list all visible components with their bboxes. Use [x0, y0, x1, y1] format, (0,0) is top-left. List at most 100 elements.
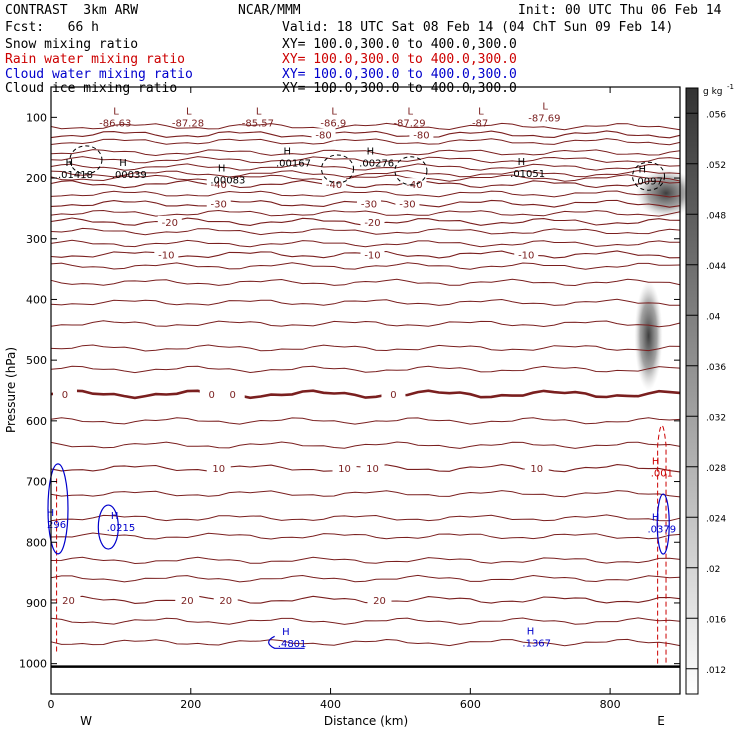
- temperature-contour-label: -10: [158, 251, 174, 262]
- contour-label-bg: [360, 248, 385, 261]
- temperature-isoline: [50, 441, 681, 449]
- maximum-marker: H: [652, 456, 660, 467]
- maximum-marker: H: [367, 146, 375, 157]
- west-label: W: [80, 714, 92, 728]
- field-xy-snow: XY= 100.0,300.0 to 400.0,300.0: [282, 37, 517, 52]
- temperature-contour-label: 20: [219, 596, 232, 607]
- temperature-contour-label: -10: [518, 251, 534, 262]
- minimum-value: -85.57: [242, 119, 274, 130]
- minimum-value: -86.63: [99, 119, 131, 130]
- cloud-ice-contour: [321, 154, 355, 184]
- temperature-contour-label: -30: [211, 200, 227, 211]
- contour-label-bg: [206, 178, 231, 191]
- contour-label-bg: [206, 462, 231, 475]
- temperature-contour: [50, 130, 681, 139]
- field-xy-cloud-water: XY= 100.0,300.0 to 400.0,300.0: [282, 67, 517, 82]
- maximum-marker: H: [119, 158, 127, 169]
- y-tick-label: 100: [26, 111, 47, 124]
- temperature-contour: [50, 595, 681, 604]
- maximum-value: .001: [651, 468, 673, 479]
- cloud-water-contour: [97, 504, 119, 550]
- maximum-marker: H: [218, 163, 226, 174]
- x-tick-label: 0: [48, 698, 55, 711]
- y-tick-label: 1000: [19, 658, 47, 671]
- contour-label-bg: [381, 388, 406, 401]
- temperature-isoline: [50, 320, 681, 328]
- temperature-contour-label: -80: [413, 130, 429, 141]
- y-tick-label: 300: [26, 233, 47, 246]
- contour-label-bg: [524, 462, 549, 475]
- temperature-isoline: [50, 174, 681, 182]
- center-label: NCAR/MMM: [238, 3, 301, 18]
- valid-time: Valid: 18 UTC Sat 08 Feb 14 (04 ChT Sun …: [282, 20, 674, 35]
- temperature-isoline: [50, 278, 681, 287]
- maximum-value: .0215: [107, 523, 136, 534]
- x-tick-label: 800: [600, 698, 621, 711]
- temperature-isoline: [50, 532, 681, 540]
- maximum-value: .0379: [648, 524, 677, 535]
- temperature-contour-label: 20: [62, 596, 75, 607]
- minimum-marker: L: [113, 107, 119, 118]
- temperature-isoline: [50, 262, 681, 270]
- maximum-value: .01418: [58, 170, 93, 181]
- maximum-value: 296: [47, 520, 66, 531]
- temperature-isoline: [50, 574, 681, 583]
- colorbar-tick-label: .048: [706, 211, 726, 221]
- colorbar-tick-label: .028: [706, 464, 726, 474]
- contour-label-bg: [56, 593, 81, 606]
- minimum-value: -86.9: [320, 119, 346, 130]
- colorbar-tick-label: .012: [706, 666, 726, 676]
- y-tick-label: 700: [26, 476, 47, 489]
- temperature-contour-label: -10: [364, 251, 380, 262]
- temperature-contour-label: -40: [211, 180, 227, 191]
- temperature-contour-label: 10: [366, 464, 379, 475]
- contour-label-bg: [154, 248, 179, 261]
- temperature-isoline: [50, 122, 681, 131]
- temperature-contour-label: 20: [181, 596, 194, 607]
- contour-label-bg: [402, 178, 427, 191]
- contour-label-bg: [52, 388, 77, 401]
- temperature-contour-label: 0: [230, 390, 236, 401]
- temperature-isoline: [50, 149, 681, 157]
- y-tick-label: 900: [26, 597, 47, 610]
- temperature-isoline: [50, 365, 681, 374]
- maximum-marker: H: [639, 164, 647, 175]
- maximum-marker: H: [527, 626, 535, 637]
- colorbar-tick-label: .032: [706, 413, 726, 423]
- maximum-value: .01051: [510, 169, 545, 180]
- temperature-isoline: [50, 298, 680, 306]
- snow-shading: [634, 281, 663, 391]
- colorbar-tick-label: .024: [706, 514, 726, 524]
- temperature-isoline: [50, 156, 681, 164]
- colorbar-unit: g kg: [703, 87, 723, 97]
- minimum-value: -87: [472, 119, 488, 130]
- contour-label-bg: [367, 593, 392, 606]
- temperature-isoline: [50, 190, 681, 198]
- minimum-marker: L: [256, 107, 262, 118]
- minimum-value: -87.29: [393, 119, 425, 130]
- temperature-contour-label: -30: [399, 200, 415, 211]
- temperature-contour-label: 0: [62, 390, 68, 401]
- x-axis-label: Distance (km): [324, 714, 408, 728]
- temperature-contour-label: 20: [373, 596, 386, 607]
- contour-label-bg: [199, 388, 224, 401]
- minimum-value: -87.69: [528, 114, 560, 125]
- maximum-value: .00167: [276, 158, 311, 169]
- field-xy-cloud-ice: XY= 100.0,300.0 to 400.0,300.0: [282, 81, 517, 96]
- maximum-marker: H: [47, 508, 55, 519]
- colorbar-tick-label: .056: [706, 110, 726, 120]
- temperature-isoline: [50, 617, 681, 625]
- maximum-marker: H: [518, 157, 526, 168]
- contour-label-bg: [332, 462, 357, 475]
- temperature-contour-label: -30: [361, 200, 377, 211]
- cloud-ice-contour: [69, 145, 103, 175]
- contour-label-bg: [213, 593, 238, 606]
- temperature-isoline: [50, 169, 681, 178]
- y-tick-label: 200: [26, 172, 47, 185]
- model-title: CONTRAST 3km ARW: [5, 3, 139, 18]
- contour-label-bg: [322, 178, 347, 191]
- temperature-contour-label: 10: [338, 464, 351, 475]
- temperature-isoline: [50, 556, 681, 565]
- colorbar-unit-exponent: -1: [727, 83, 734, 91]
